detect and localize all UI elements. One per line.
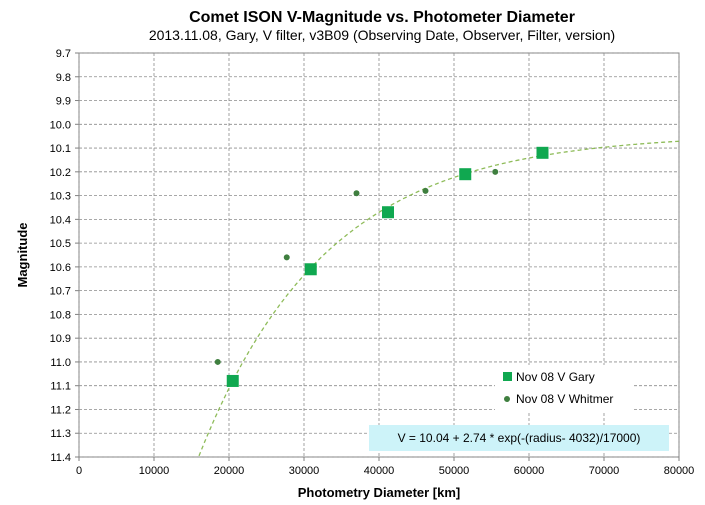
y-tick-label: 9.8 (56, 72, 71, 84)
y-tick-label: 10.9 (50, 333, 71, 345)
y-tick-label: 10.3 (50, 191, 71, 203)
y-tick-label: 10.6 (50, 262, 71, 274)
x-tick-label: 60000 (514, 465, 545, 477)
y-tick-label: 10.5 (50, 238, 71, 250)
x-tick-label: 0 (76, 465, 82, 477)
legend-marker-gary (503, 372, 512, 381)
fit-annotation-box (369, 425, 669, 451)
y-tick-label: 11.3 (50, 428, 71, 440)
gary-point (459, 168, 472, 181)
legend: Nov 08 V Gary Nov 08 V Whitmer (495, 365, 633, 411)
x-tick-label: 70000 (589, 465, 620, 477)
y-tick-label: 11.2 (50, 404, 71, 416)
legend-label-whitmer: Nov 08 V Whitmer (516, 392, 613, 406)
y-tick-label: 10.0 (50, 119, 71, 131)
y-tick-label: 9.9 (56, 96, 71, 108)
fit-annotation: V = 10.04 + 2.74 * exp(-(radius- 4032)/1… (369, 425, 669, 451)
legend-label-gary: Nov 08 V Gary (516, 370, 595, 384)
x-tick-label: 20000 (214, 465, 245, 477)
y-tick-label: 10.1 (50, 143, 71, 155)
x-tick-label: 80000 (664, 465, 695, 477)
whitmer-point (283, 254, 290, 261)
y-tick-labels: 9.7 9.8 9.9 10.0 10.1 10.2 10.3 10.4 10.5 10.6 10.… (50, 48, 71, 464)
y-tick-label: 10.8 (50, 309, 71, 321)
data-marks (214, 146, 549, 387)
chart-subtitle: 2013.11.08, Gary, V filter, v3B09 (Obser… (149, 27, 615, 43)
fit-annotation-text: V = 10.04 + 2.74 * exp(-(radius- 4032)/1… (398, 431, 641, 445)
x-axis-label: Photometry Diameter [km] (298, 485, 461, 500)
y-tick-label: 11.4 (50, 452, 71, 464)
x-tick-labels: 0 10000 20000 30000 40000 50000 60000 70000 8000… (76, 465, 694, 477)
x-tick-label: 30000 (289, 465, 320, 477)
legend-box (495, 365, 633, 411)
whitmer-point (492, 168, 499, 175)
whitmer-point (214, 358, 221, 365)
whitmer-point (422, 187, 429, 194)
y-tick-label: 9.7 (56, 48, 71, 60)
x-tick-label: 40000 (364, 465, 395, 477)
x-tick-label: 50000 (439, 465, 470, 477)
y-tick-label: 11.1 (50, 381, 71, 393)
whitmer-point (353, 190, 360, 197)
x-tick-label: 10000 (139, 465, 170, 477)
y-tick-label: 10.4 (50, 214, 71, 226)
y-tick-label: 10.2 (50, 167, 71, 179)
y-tick-label: 10.7 (50, 286, 71, 298)
gary-point (382, 206, 394, 219)
fit-curve (198, 140, 680, 457)
gary-point (536, 146, 549, 159)
y-axis-label: Magnitude (15, 223, 30, 288)
gary-point (226, 374, 239, 387)
grid (75, 52, 680, 461)
y-tick-label: 11.0 (50, 357, 71, 369)
gary-point (304, 263, 317, 276)
chart-title: Comet ISON V-Magnitude vs. Photometer Di… (189, 9, 575, 26)
legend-marker-whitmer (504, 396, 510, 402)
